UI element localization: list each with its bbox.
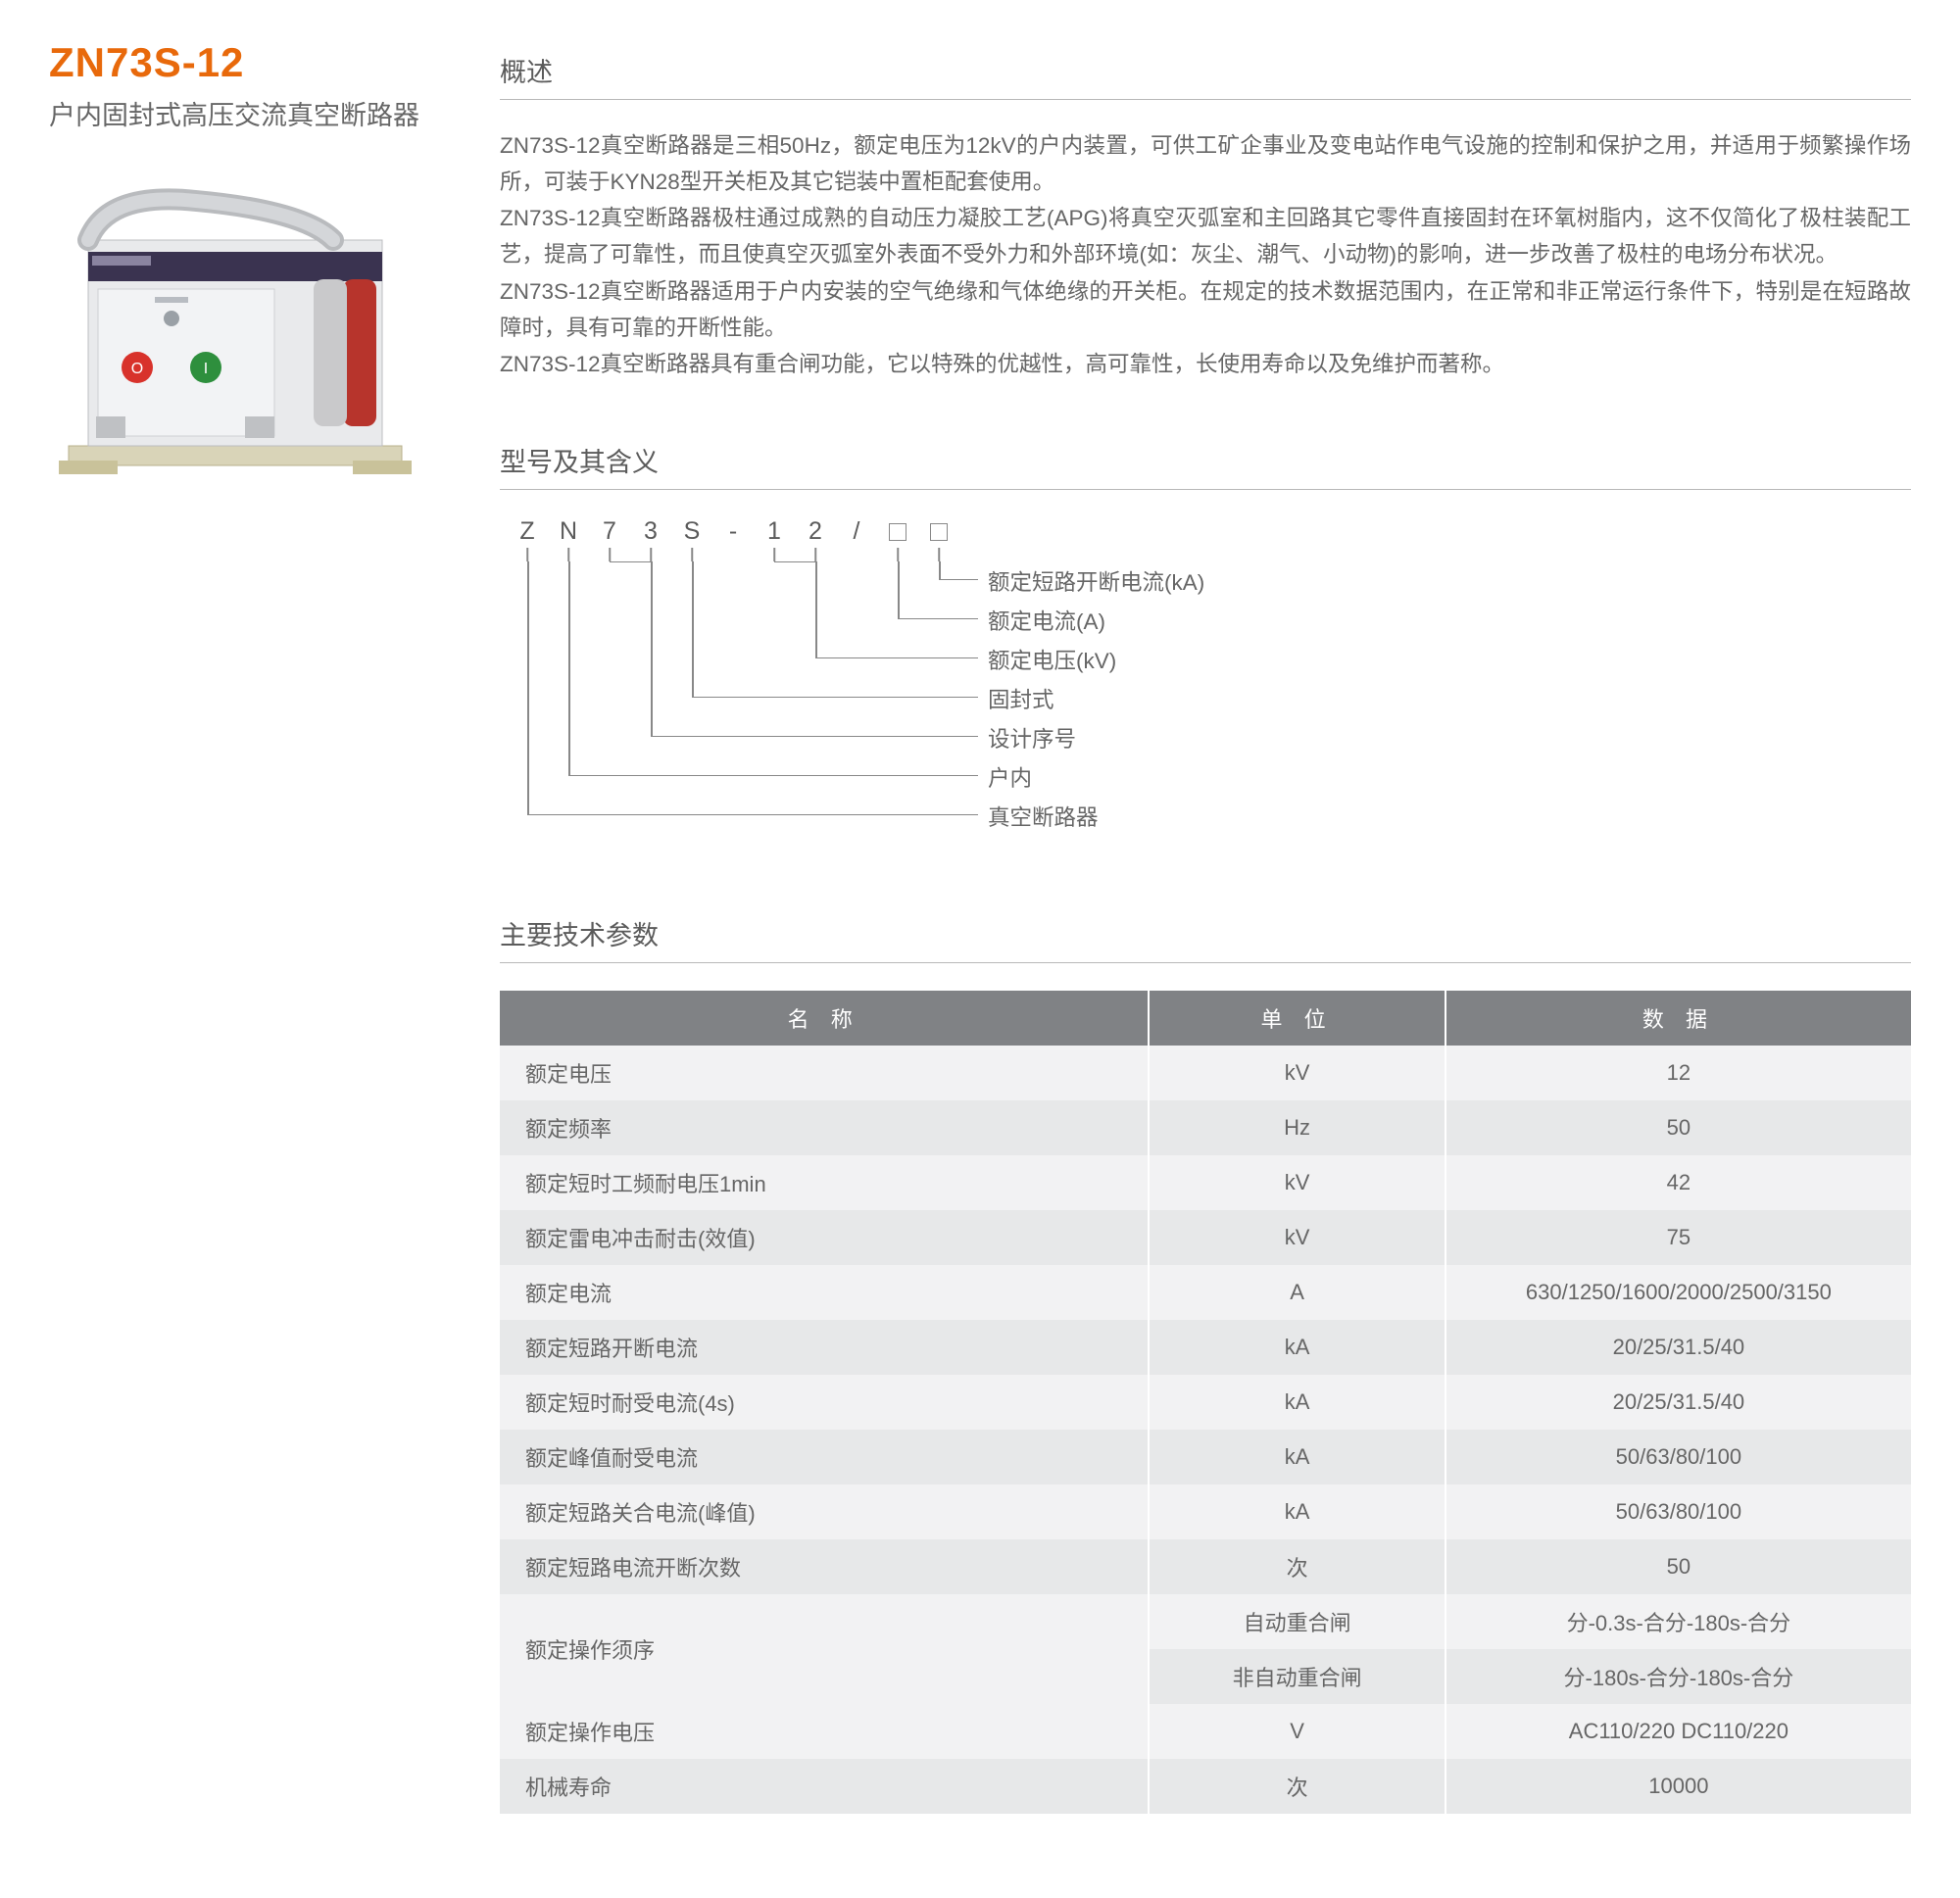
cell-name: 额定峰值耐受电流	[500, 1430, 1149, 1484]
left-column: ZN73S-12 户内固封式高压交流真空断路器 O	[49, 39, 461, 1814]
table-row: 额定操作电压VAC110/220 DC110/220	[500, 1704, 1911, 1759]
model-legend-label: 额定电流(A)	[988, 605, 1105, 636]
svg-text:O: O	[131, 361, 143, 377]
overview-text: ZN73S-12真空断路器是三相50Hz，额定电压为12kV的户内装置，可供工矿…	[500, 127, 1911, 382]
table-row: 额定短时耐受电流(4s)kA20/25/31.5/40	[500, 1375, 1911, 1430]
product-image: O I	[49, 171, 421, 485]
cell-name: 额定短路关合电流(峰值)	[500, 1484, 1149, 1539]
cell-unit: Hz	[1149, 1100, 1445, 1155]
model-heading: 型号及其含义	[500, 441, 1911, 490]
table-row: 额定短时工频耐电压1minkV42	[500, 1155, 1911, 1210]
svg-text:I: I	[204, 361, 208, 377]
table-row: 额定电压kV12	[500, 1046, 1911, 1100]
col-unit-header: 单 位	[1149, 991, 1445, 1046]
model-code-char: Z	[508, 517, 547, 546]
cell-unit: kV	[1149, 1046, 1445, 1100]
cell-data: 50/63/80/100	[1446, 1484, 1911, 1539]
table-row: 额定峰值耐受电流kA50/63/80/100	[500, 1430, 1911, 1484]
cell-name: 额定短路电流开断次数	[500, 1539, 1149, 1594]
table-row: 额定电流A630/1250/1600/2000/2500/3150	[500, 1265, 1911, 1320]
cell-data: AC110/220 DC110/220	[1446, 1704, 1911, 1759]
table-row: 额定频率Hz50	[500, 1100, 1911, 1155]
overview-paragraph: ZN73S-12真空断路器极柱通过成熟的自动压力凝胶工艺(APG)将真空灭弧室和…	[500, 200, 1911, 272]
cell-data: 50	[1446, 1100, 1911, 1155]
cell-data: 10000	[1446, 1759, 1911, 1814]
cell-unit: kA	[1149, 1430, 1445, 1484]
cell-data: 20/25/31.5/40	[1446, 1375, 1911, 1430]
table-row: 额定操作须序自动重合闸分-0.3s-合分-180s-合分	[500, 1594, 1911, 1649]
col-name-header: 名 称	[500, 991, 1149, 1046]
table-row: 额定短路开断电流kA20/25/31.5/40	[500, 1320, 1911, 1375]
right-column: 概述 ZN73S-12真空断路器是三相50Hz，额定电压为12kV的户内装置，可…	[500, 39, 1911, 1814]
cell-unit: 自动重合闸	[1149, 1594, 1445, 1649]
cell-name: 额定短时耐受电流(4s)	[500, 1375, 1149, 1430]
spec-table: 名 称 单 位 数 据 额定电压kV12额定频率Hz50额定短时工频耐电压1mi…	[500, 991, 1911, 1814]
cell-data: 630/1250/1600/2000/2500/3150	[1446, 1265, 1911, 1320]
cell-name: 额定操作电压	[500, 1704, 1149, 1759]
cell-data: 分-180s-合分-180s-合分	[1446, 1649, 1911, 1704]
cell-data: 75	[1446, 1210, 1911, 1265]
cell-name: 额定短路开断电流	[500, 1320, 1149, 1375]
cell-data: 20/25/31.5/40	[1446, 1320, 1911, 1375]
product-code: ZN73S-12	[49, 39, 461, 86]
cell-name: 额定操作须序	[500, 1594, 1149, 1704]
cell-unit: kA	[1149, 1375, 1445, 1430]
cell-unit: kV	[1149, 1210, 1445, 1265]
cell-name: 机械寿命	[500, 1759, 1149, 1814]
cell-unit: kV	[1149, 1155, 1445, 1210]
model-code-char: 7	[590, 517, 629, 546]
model-diagram: ZN73S-12/ 额定短路开断电流(kA) 额定电流(A) 额定电压(kV) 固封式…	[500, 517, 1911, 855]
cell-unit: kA	[1149, 1320, 1445, 1375]
cell-data: 50	[1446, 1539, 1911, 1594]
cell-name: 额定频率	[500, 1100, 1149, 1155]
overview-heading: 概述	[500, 51, 1911, 100]
model-code-char: N	[549, 517, 588, 546]
model-legend-label: 固封式	[988, 683, 1054, 714]
cell-data: 分-0.3s-合分-180s-合分	[1446, 1594, 1911, 1649]
cell-data: 42	[1446, 1155, 1911, 1210]
table-row: 额定短路电流开断次数次50	[500, 1539, 1911, 1594]
model-legend-label: 设计序号	[988, 722, 1076, 754]
model-legend-label: 额定短路开断电流(kA)	[988, 565, 1204, 597]
cell-unit: kA	[1149, 1484, 1445, 1539]
cell-name: 额定雷电冲击耐击(效值)	[500, 1210, 1149, 1265]
overview-paragraph: ZN73S-12真空断路器是三相50Hz，额定电压为12kV的户内装置，可供工矿…	[500, 127, 1911, 200]
cell-unit: A	[1149, 1265, 1445, 1320]
table-row: 机械寿命次10000	[500, 1759, 1911, 1814]
cell-name: 额定电压	[500, 1046, 1149, 1100]
model-code-char: 1	[755, 517, 794, 546]
model-code-char: 3	[631, 517, 670, 546]
cell-unit: 非自动重合闸	[1149, 1649, 1445, 1704]
cell-unit: 次	[1149, 1539, 1445, 1594]
cell-data: 50/63/80/100	[1446, 1430, 1911, 1484]
model-code-char: -	[713, 517, 753, 546]
model-code-char	[878, 517, 917, 546]
cell-unit: 次	[1149, 1759, 1445, 1814]
model-legend-label: 额定电压(kV)	[988, 644, 1116, 675]
col-data-header: 数 据	[1446, 991, 1911, 1046]
cell-name: 额定短时工频耐电压1min	[500, 1155, 1149, 1210]
model-code-char: S	[672, 517, 711, 546]
cell-data: 12	[1446, 1046, 1911, 1100]
model-legend-label: 户内	[988, 761, 1032, 793]
table-header-row: 名 称 单 位 数 据	[500, 991, 1911, 1046]
overview-paragraph: ZN73S-12真空断路器具有重合闸功能，它以特殊的优越性，高可靠性，长使用寿命…	[500, 346, 1911, 382]
model-code-char: /	[837, 517, 876, 546]
model-code-char	[919, 517, 958, 546]
spec-heading: 主要技术参数	[500, 914, 1911, 963]
cell-name: 额定电流	[500, 1265, 1149, 1320]
overview-paragraph: ZN73S-12真空断路器适用于户内安装的空气绝缘和气体绝缘的开关柜。在规定的技…	[500, 273, 1911, 346]
model-code-char: 2	[796, 517, 835, 546]
product-name: 户内固封式高压交流真空断路器	[49, 94, 461, 132]
table-row: 额定雷电冲击耐击(效值)kV75	[500, 1210, 1911, 1265]
cell-unit: V	[1149, 1704, 1445, 1759]
model-legend-label: 真空断路器	[988, 801, 1099, 832]
table-row: 额定短路关合电流(峰值)kA50/63/80/100	[500, 1484, 1911, 1539]
